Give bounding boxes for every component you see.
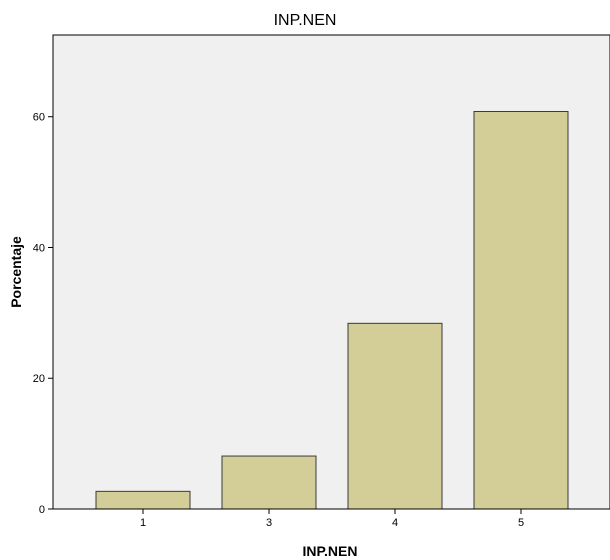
x-tick-label-5: 5: [518, 517, 524, 529]
ticks-layer: 1 3 4 5 0 20 40 60: [33, 112, 524, 529]
y-tick-label-60: 60: [33, 112, 45, 124]
y-tick-label-0: 0: [39, 504, 45, 516]
chart-title: INP.NEN: [274, 12, 337, 29]
y-tick-label-20: 20: [33, 373, 45, 385]
y-tick-label-40: 40: [33, 242, 45, 254]
bars-layer: [95, 110, 569, 510]
bar-5: [473, 110, 569, 510]
y-axis-label: Porcentaje: [8, 236, 24, 308]
bar-3: [221, 455, 317, 510]
x-axis-label: INP.NEN: [303, 543, 358, 559]
bar-4: [347, 322, 443, 510]
x-tick-label-4: 4: [392, 517, 398, 529]
bar-1: [95, 490, 191, 510]
x-tick-label-1: 1: [140, 517, 146, 529]
x-tick-label-3: 3: [266, 517, 272, 529]
